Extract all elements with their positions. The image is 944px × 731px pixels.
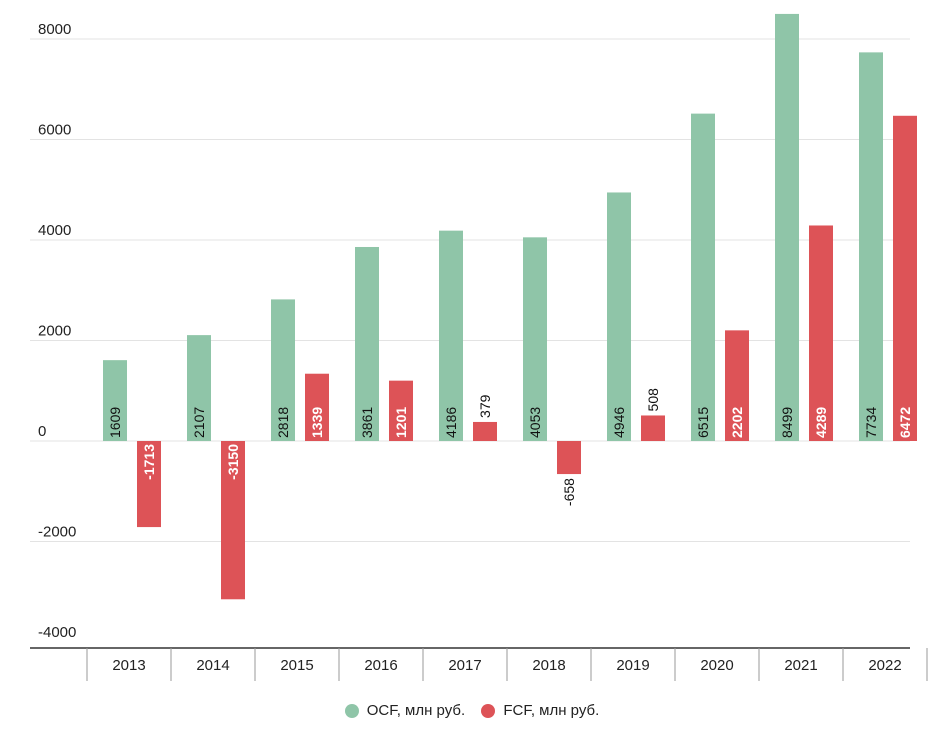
bar-fcf [809,225,833,441]
x-tick-label: 2020 [700,657,733,674]
gridlines [30,38,910,542]
y-tick-label: 0 [38,423,46,440]
x-tick-label: 2016 [364,657,397,674]
legend-label-fcf: FCF, млн руб. [503,702,600,719]
bar-value-label: 1339 [309,407,325,438]
bar-value-label: 4186 [443,407,459,438]
bar-ocf [775,13,799,441]
bar-ocf [523,237,547,441]
bar-value-label: 4946 [611,407,627,438]
x-tick-label: 2018 [532,657,565,674]
bar-value-label: 6515 [695,407,711,438]
bar-value-label: 8499 [779,407,795,438]
y-tick-label: 8000 [38,21,71,38]
bar-value-label: 6472 [897,407,913,438]
bar-ocf [355,246,379,441]
bar-value-label: 1609 [107,407,123,438]
legend-label-ocf: OCF, млн руб. [366,702,466,719]
x-tick-label: 2019 [616,657,649,674]
y-tick-label: 4000 [38,222,71,239]
legend-marker-fcf [481,703,496,718]
x-axis: 2013 2014 2015 2016 2017 2018 2019 2020 2021 2022 [30,647,928,681]
bar-fcf [725,330,749,441]
bar-ocf [439,230,463,441]
bar-fcf [557,441,581,475]
bar-value-label: 2107 [191,407,207,438]
bar-value-label: -658 [561,478,577,506]
bar-value-label: -1713 [141,444,157,480]
y-tick-label: -4000 [38,624,76,641]
bar-value-label: 1201 [393,407,409,438]
y-tick-label: 6000 [38,122,71,139]
bar-value-label: 2202 [729,407,745,438]
bar-ocf [859,52,883,441]
bar-value-label: 379 [477,394,493,418]
data-labels: 1609 2107 2818 3861 4186 4053 4946 6515 8499 7734… [107,388,913,506]
bars [103,13,917,600]
bar-value-label: 2818 [275,407,291,438]
bar-ocf [271,299,295,441]
legend-marker-ocf [344,703,359,718]
bar-ocf [691,113,715,441]
bar-fcf [389,380,413,441]
y-tick-label: -2000 [38,524,76,541]
bar-value-label: 7734 [863,407,879,438]
bar-fcf [137,441,161,528]
bar-ocf [607,192,631,441]
x-tick-label: 2021 [784,657,817,674]
bar-chart: 8000 6000 4000 2000 0 -2000 -4000 1609 2107 2818… [30,13,928,681]
legend-item-fcf[interactable]: FCF, млн руб. [481,702,599,719]
bar-value-label: -3150 [225,444,241,480]
bar-value-label: 508 [645,388,661,412]
legend-item-ocf[interactable]: OCF, млн руб. [344,702,466,719]
x-tick-label: 2022 [868,657,901,674]
bar-ocf [187,335,211,441]
y-tick-label: 2000 [38,323,71,340]
bar-fcf [473,421,497,441]
bar-value-label: 3861 [359,407,375,438]
bar-fcf [305,373,329,441]
x-tick-label: 2014 [196,657,229,674]
x-tick-label: 2013 [112,657,145,674]
x-tick-label: 2015 [280,657,313,674]
y-axis-tick-labels: 8000 6000 4000 2000 0 -2000 -4000 [38,21,76,641]
bar-ocf [103,360,127,441]
bar-fcf [893,115,917,442]
legend: OCF, млн руб. FCF, млн руб. [0,702,944,722]
bar-fcf [641,415,665,441]
bar-value-label: 4053 [527,407,543,438]
bar-fcf [221,441,245,600]
x-tick-label: 2017 [448,657,481,674]
bar-value-label: 4289 [813,407,829,438]
